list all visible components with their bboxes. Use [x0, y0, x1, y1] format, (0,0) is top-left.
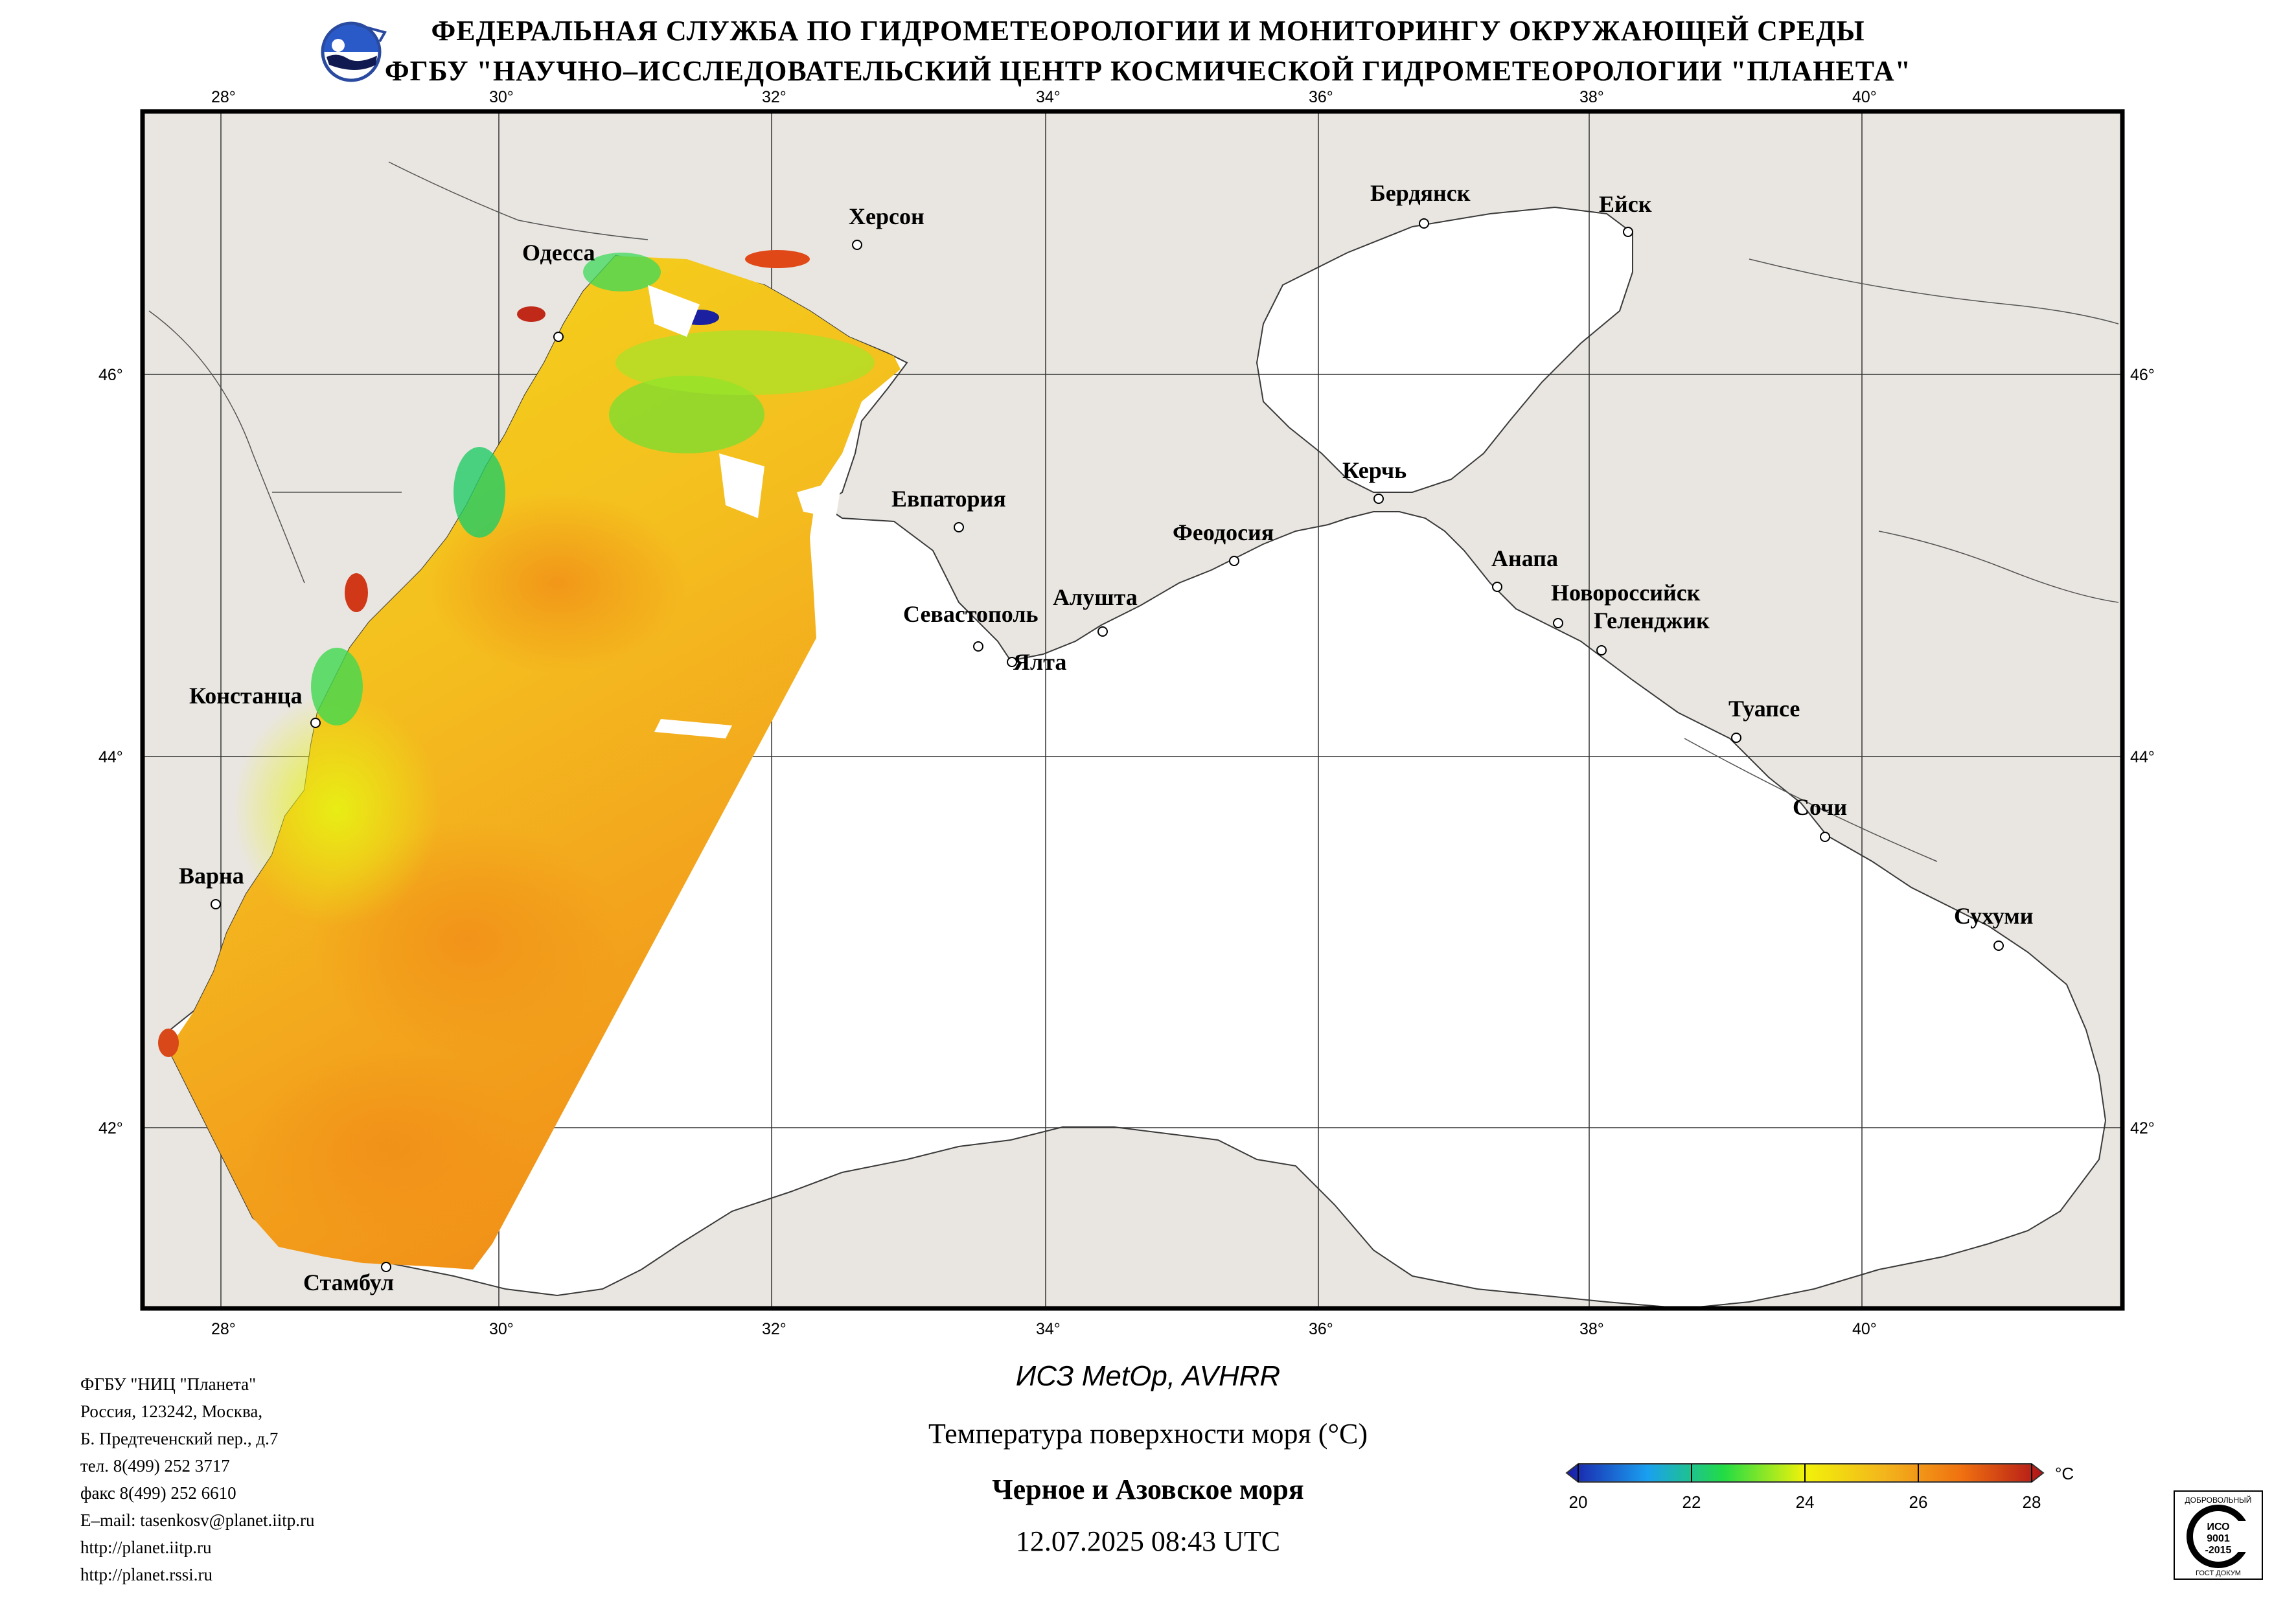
city-label: Стамбул: [303, 1270, 394, 1295]
city-label: Анапа: [1491, 545, 1558, 571]
city-label: Констанца: [189, 683, 303, 709]
legend-tick: 24: [1796, 1492, 1815, 1512]
planeta-logo-icon: [321, 21, 387, 82]
cert-mid: 9001: [2207, 1533, 2230, 1544]
city-label: Алушта: [1053, 584, 1138, 610]
lon-tick-top: 40°: [1852, 88, 1877, 106]
lon-tick-bottom: 36°: [1309, 1320, 1333, 1338]
header-line-1: ФЕДЕРАЛЬНАЯ СЛУЖБА ПО ГИДРОМЕТЕОРОЛОГИИ …: [431, 15, 1865, 47]
lon-tick-bottom: 28°: [211, 1320, 236, 1338]
city-label: Евпатория: [891, 486, 1006, 512]
org-link[interactable]: http://planet.rssi.ru: [80, 1565, 212, 1584]
org-link[interactable]: http://planet.iitp.ru: [80, 1538, 212, 1557]
city-label: Бердянск: [1370, 180, 1471, 206]
lat-tick-right: 44°: [2130, 748, 2155, 766]
city-label: Геленджик: [1594, 608, 1710, 633]
city-label: Ялта: [1013, 649, 1066, 675]
lon-tick-bottom: 34°: [1036, 1320, 1061, 1338]
lon-tick-top: 28°: [211, 88, 236, 106]
lon-tick-bottom: 30°: [489, 1320, 514, 1338]
lon-tick-top: 34°: [1036, 88, 1061, 106]
legend-tick: 28: [2023, 1492, 2041, 1512]
city-label: Сухуми: [1954, 903, 2034, 929]
lon-tick-bottom: 40°: [1852, 1320, 1877, 1338]
organization-contact-info: ФГБУ "НИЦ "Планета" Россия, 123242, Моск…: [80, 1371, 315, 1588]
region-caption: Черное и Азовское моря: [992, 1474, 1304, 1505]
city-label: Сочи: [1793, 794, 1847, 820]
legend-unit: °С: [2055, 1464, 2074, 1483]
city-label: Новороссийск: [1551, 580, 1701, 606]
org-email[interactable]: E–mail: tasenkosv@planet.iitp.ru: [80, 1510, 315, 1530]
lon-tick-top: 36°: [1309, 88, 1333, 106]
lon-tick-bottom: 38°: [1579, 1320, 1604, 1338]
cert-top: ДОБРОВОЛЬНЫЙ: [2185, 1495, 2252, 1505]
satellite-caption: ИСЗ MetOp, AVHRR: [1015, 1360, 1281, 1392]
city-label: Феодосия: [1173, 519, 1274, 545]
org-line: Россия, 123242, Москва,: [80, 1402, 263, 1421]
city-label: Севастополь: [903, 601, 1039, 627]
datetime-caption: 12.07.2025 08:43 UTC: [1015, 1525, 1281, 1557]
lon-tick-top: 38°: [1579, 88, 1604, 106]
header-line-2: ФГБУ "НАУЧНО–ИССЛЕДОВАТЕЛЬСКИЙ ЦЕНТР КОС…: [384, 55, 1912, 87]
cert-mid: -2015: [2205, 1545, 2232, 1556]
city-label: Туапсе: [1728, 696, 1800, 722]
cert-mid: ИСО: [2207, 1522, 2229, 1533]
iso-certificate-icon: ДОБРОВОЛЬНЫЙ ИСО 9001 -2015 ГОСТ ДОКУМ: [2174, 1490, 2263, 1580]
org-line: ФГБУ "НИЦ "Планета": [80, 1374, 257, 1394]
org-line: тел. 8(499) 252 3717: [80, 1456, 230, 1476]
city-label: Керчь: [1342, 457, 1406, 483]
org-line: факс 8(499) 252 6610: [80, 1483, 236, 1503]
lat-tick-left: 42°: [98, 1119, 123, 1137]
lat-tick-right: 42°: [2130, 1119, 2155, 1137]
cert-bottom: ГОСТ ДОКУМ: [2196, 1569, 2241, 1577]
org-line: Б. Предтеченский пер., д.7: [80, 1429, 279, 1448]
lat-tick-left: 46°: [98, 366, 123, 384]
lon-tick-top: 32°: [762, 88, 786, 106]
color-scale-legend: 20 22 24 26 28 °С: [1565, 1463, 2074, 1512]
legend-tick: 22: [1682, 1492, 1701, 1512]
legend-tick: 20: [1569, 1492, 1588, 1512]
city-label: Херсон: [849, 203, 924, 229]
lon-tick-top: 30°: [489, 88, 514, 106]
lon-tick-bottom: 32°: [762, 1320, 786, 1338]
azov-sea: [1256, 206, 1633, 493]
city-label: Варна: [179, 863, 244, 889]
city-label: Одесса: [522, 240, 595, 266]
parameter-caption: Температура поверхности моря (°С): [928, 1418, 1368, 1450]
lat-tick-right: 46°: [2130, 366, 2155, 384]
legend-tick: 26: [1909, 1492, 1928, 1512]
lat-tick-left: 44°: [98, 748, 123, 766]
city-label: Ейск: [1599, 191, 1652, 217]
